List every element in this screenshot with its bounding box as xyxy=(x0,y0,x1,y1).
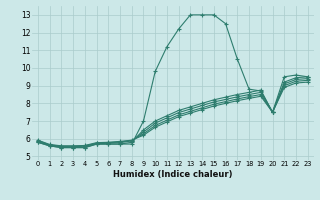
X-axis label: Humidex (Indice chaleur): Humidex (Indice chaleur) xyxy=(113,170,233,179)
